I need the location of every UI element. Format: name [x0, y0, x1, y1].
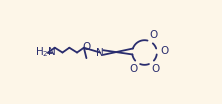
- Text: O: O: [152, 64, 160, 74]
- Text: O: O: [129, 64, 137, 74]
- Text: O: O: [82, 42, 91, 52]
- Text: $\mathregular{H_2N}$: $\mathregular{H_2N}$: [35, 46, 57, 59]
- Text: O: O: [150, 30, 158, 40]
- Text: N: N: [96, 48, 104, 58]
- Text: O: O: [160, 46, 168, 56]
